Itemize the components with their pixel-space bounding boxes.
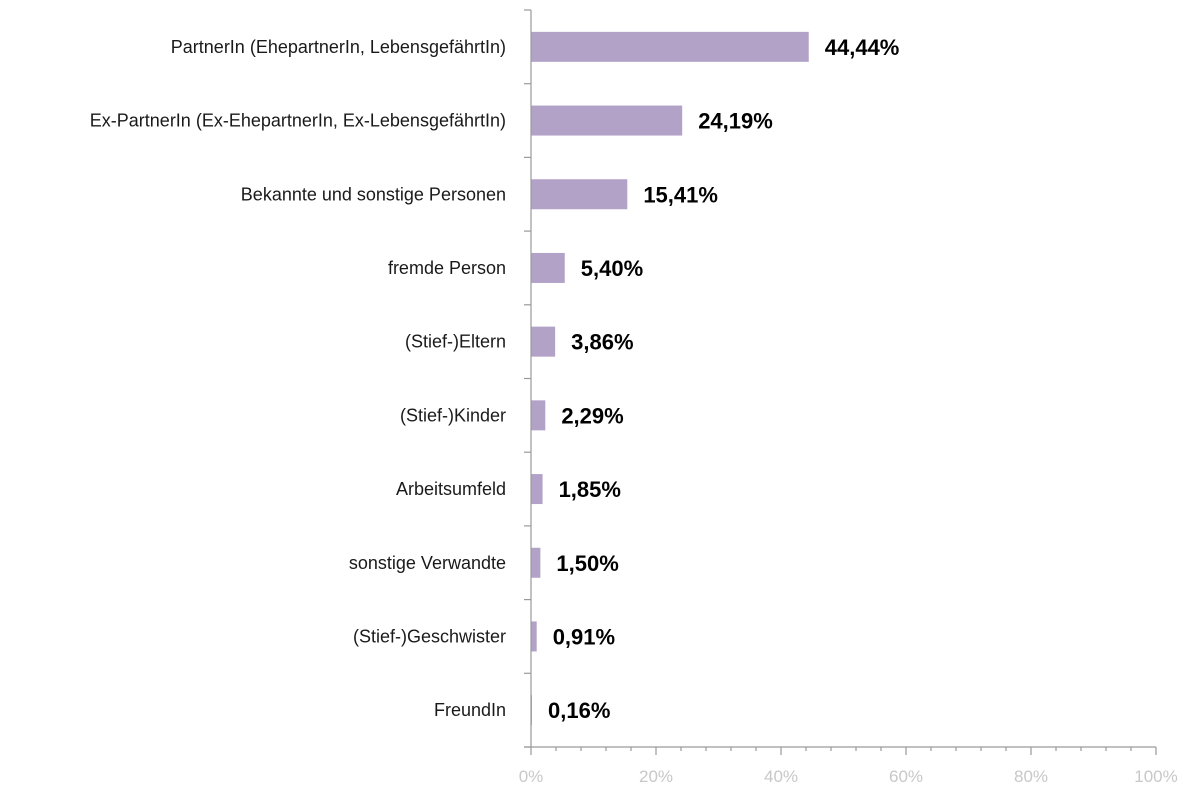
bar	[531, 547, 541, 578]
bar	[531, 179, 628, 210]
value-label: 3,86%	[571, 330, 633, 355]
x-tick-labels: 0% 20% 40% 60% 80% 100%	[519, 767, 1178, 786]
value-label: 1,50%	[556, 551, 618, 576]
bar	[531, 326, 556, 357]
category-label: Bekannte und sonstige Personen	[241, 184, 506, 204]
category-label: fremde Person	[388, 258, 506, 278]
bars	[531, 31, 809, 726]
value-label: 1,85%	[559, 477, 621, 502]
bar	[531, 105, 683, 136]
bar	[531, 252, 565, 283]
bar	[531, 31, 809, 62]
x-tick-label: 0%	[519, 767, 544, 786]
value-label: 2,29%	[561, 403, 623, 428]
axes	[524, 9, 1157, 755]
bar	[531, 621, 537, 652]
category-labels: PartnerIn (EhepartnerIn, LebensgefährtIn…	[90, 37, 506, 720]
x-tick-label: 40%	[764, 767, 798, 786]
value-label: 24,19%	[698, 109, 773, 134]
x-tick-label: 20%	[639, 767, 673, 786]
category-label: (Stief-)Geschwister	[353, 626, 506, 646]
category-label: (Stief-)Kinder	[400, 405, 506, 425]
value-label: 0,91%	[553, 624, 615, 649]
bar	[531, 400, 546, 431]
value-label: 15,41%	[643, 182, 718, 207]
category-label: Ex-PartnerIn (Ex-EhepartnerIn, Ex-Lebens…	[90, 111, 506, 131]
category-label: sonstige Verwandte	[349, 553, 506, 573]
category-label: PartnerIn (EhepartnerIn, LebensgefährtIn…	[171, 37, 506, 57]
bar	[531, 474, 543, 505]
value-label: 0,16%	[548, 698, 610, 723]
value-labels: 44,44% 24,19% 15,41% 5,40% 3,86% 2,29% 1,85% 1,…	[548, 35, 899, 723]
category-label: (Stief-)Eltern	[405, 332, 506, 352]
category-label: FreundIn	[434, 700, 506, 720]
category-label: Arbeitsumfeld	[396, 479, 506, 499]
value-label: 44,44%	[825, 35, 900, 60]
x-tick-label: 60%	[889, 767, 923, 786]
x-tick-label: 100%	[1134, 767, 1177, 786]
x-tick-label: 80%	[1014, 767, 1048, 786]
value-label: 5,40%	[581, 256, 643, 281]
